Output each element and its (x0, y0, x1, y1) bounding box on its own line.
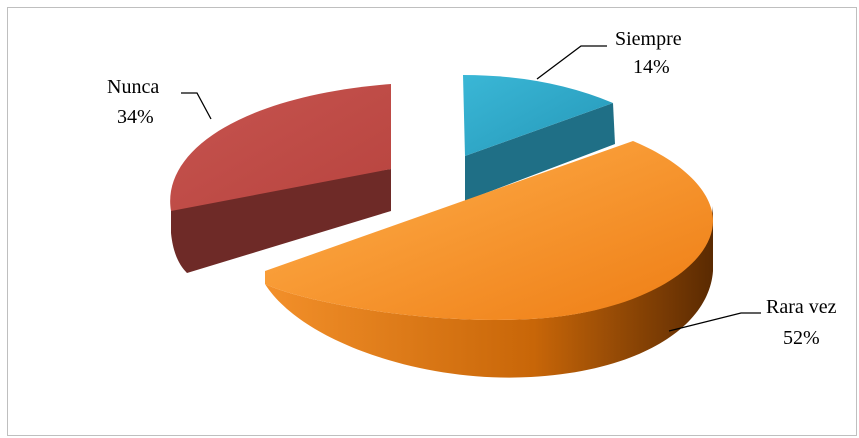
pie-slice-nunca (170, 84, 391, 273)
data-label-value-nunca: 34% (117, 106, 154, 128)
leader-line-nunca (181, 92, 212, 120)
data-label-name-rara-vez: Rara vez (766, 296, 837, 318)
leader-line-siempre (536, 45, 607, 80)
data-label-value-rara-vez: 52% (783, 327, 820, 349)
pie-slice-top-rara-vez (265, 141, 713, 320)
chart-frame: Siempre 14% Rara vez 52% Nunca 34% (7, 7, 857, 436)
pie-slice-siempre (463, 75, 615, 201)
pie-chart: Siempre 14% Rara vez 52% Nunca 34% (107, 28, 837, 378)
pie-slice-side-siempre (465, 103, 615, 201)
pie-slice-top-siempre (463, 75, 613, 156)
leader-line-rara-vez (668, 312, 761, 332)
data-label-value-siempre: 14% (633, 56, 670, 78)
data-label-name-nunca: Nunca (107, 76, 159, 98)
pie-slice-top-nunca (170, 84, 391, 211)
pie-slice-rara-vez (265, 141, 713, 378)
pie-slice-side-rara-vez (265, 206, 713, 378)
data-label-name-siempre: Siempre (615, 28, 682, 50)
